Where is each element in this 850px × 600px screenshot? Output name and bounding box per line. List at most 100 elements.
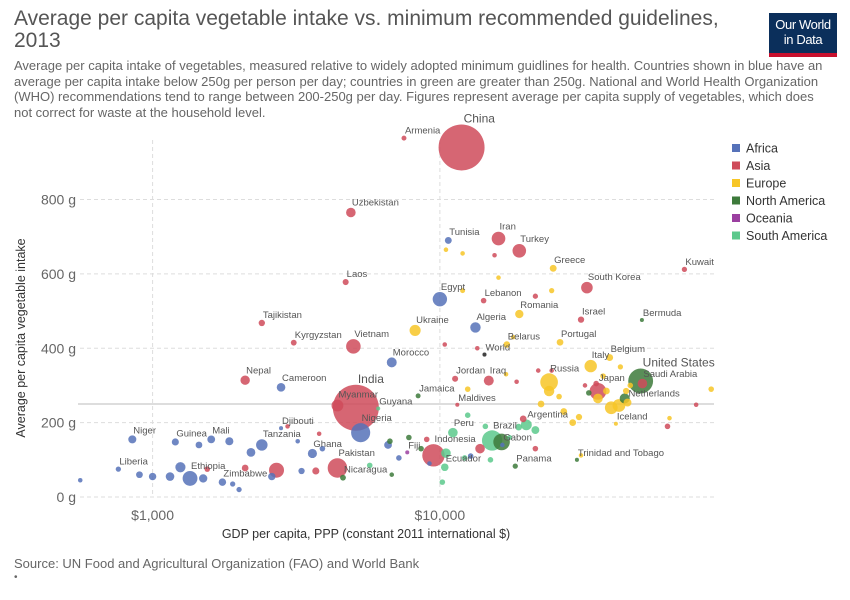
point-unlabeled-78 (604, 401, 618, 415)
point-unlabeled-65 (204, 466, 211, 472)
point-label: Kuwait (685, 257, 714, 268)
point-laos (342, 279, 349, 286)
point-label: Kyrgyzstan (295, 330, 342, 341)
y-tick-label: 800 g (41, 192, 76, 208)
point-label: Pakistan (338, 448, 374, 459)
point-cameroon (276, 382, 286, 392)
point-label: Turkey (520, 234, 549, 245)
chart-title: Average per capita vegetable intake vs. … (14, 7, 719, 52)
point-kyrgyzstan (290, 339, 297, 346)
point-unlabeled-96 (464, 386, 471, 392)
point-unlabeled-99 (549, 287, 555, 294)
point-unlabeled-103 (492, 253, 497, 258)
y-tick-label: 200 g (41, 415, 76, 431)
point-unlabeled-93 (549, 368, 554, 373)
point-tunisia (444, 236, 452, 244)
point-label: Cameroon (282, 373, 326, 384)
point-label: Greece (554, 255, 585, 266)
legend-swatch (732, 144, 740, 152)
point-unlabeled-84 (560, 408, 568, 415)
point-unlabeled-64 (312, 467, 320, 475)
point-label: Israel (582, 306, 605, 317)
point-lebanon (480, 297, 487, 304)
point-unlabeled-140 (285, 424, 290, 429)
point-uzbekistan (346, 207, 356, 218)
point-unlabeled-107 (496, 275, 501, 280)
point-label: Fiji (408, 440, 420, 451)
point-unlabeled-69 (531, 426, 540, 435)
legend-item[interactable]: North America (746, 194, 825, 208)
chart-subtitle: Average per capita intake of vegetables,… (14, 58, 823, 120)
point-panama (512, 463, 518, 469)
point-label: Nepal (246, 366, 271, 377)
point-label: South Korea (588, 272, 642, 283)
point-morocco (386, 357, 397, 368)
legend-swatch (732, 231, 740, 240)
point-unlabeled-121 (295, 438, 300, 444)
point-japan (589, 383, 607, 400)
point-unlabeled-82 (543, 385, 555, 397)
point-unlabeled-141 (316, 431, 322, 437)
point-tajikistan (258, 319, 265, 327)
point-unlabeled-137 (389, 472, 395, 477)
legend-swatch (732, 214, 740, 222)
point-romania (515, 309, 524, 319)
point-peru (448, 427, 458, 438)
point-unlabeled-104 (475, 345, 480, 351)
point-guinea (171, 438, 179, 446)
logo-line-1: Our World (775, 17, 831, 32)
point-unlabeled-142 (578, 453, 584, 458)
point-label: Saudi Arabia (643, 369, 698, 380)
point-label: Bermuda (643, 308, 682, 319)
point-label: Tajikistan (263, 310, 302, 321)
point-iraq (483, 375, 494, 386)
point-unlabeled-119 (195, 441, 203, 449)
point-label: Iran (500, 222, 516, 233)
x-axis-label: GDP per capita, PPP (constant 2011 inter… (222, 527, 510, 541)
point-unlabeled-80 (600, 373, 606, 379)
point-niger (128, 435, 137, 444)
point-unlabeled-98 (532, 293, 539, 299)
point-unlabeled-66 (441, 448, 451, 458)
point-unlabeled-63 (241, 464, 249, 472)
point-ethiopia (182, 470, 198, 486)
point-world (482, 352, 487, 357)
point-unlabeled-139 (423, 436, 430, 443)
point-unlabeled-114 (268, 472, 276, 481)
point-unlabeled-67 (475, 443, 485, 454)
legend-item[interactable]: South America (746, 229, 827, 243)
point-unlabeled-129 (366, 462, 373, 469)
point-label: World (485, 343, 510, 354)
owid-logo[interactable]: Our World in Data (769, 13, 837, 57)
point-kuwait (681, 266, 688, 273)
point-unlabeled-135 (507, 435, 513, 440)
legend[interactable]: Africa Asia Europe North America Oceania Sout… (732, 142, 827, 244)
point-iceland (613, 421, 618, 426)
legend-swatch (732, 161, 740, 170)
point-armenia (401, 135, 407, 141)
y-tick-label: 0 g (57, 489, 76, 505)
point-label: Gabon (503, 433, 532, 444)
point-unlabeled-71 (519, 415, 527, 423)
point-belarus (503, 341, 511, 348)
legend-item[interactable]: Asia (746, 159, 770, 173)
point-mali (207, 435, 216, 444)
legend-swatch (732, 179, 740, 187)
point-label: Japan (599, 373, 625, 384)
point-portugal (556, 338, 564, 346)
point-guyana (376, 406, 381, 411)
legend-item[interactable]: Africa (746, 142, 778, 156)
legend-item[interactable]: Europe (746, 177, 786, 191)
x-axis-ticks: $1,000 $10,000 (131, 507, 465, 523)
point-unlabeled-130 (418, 445, 424, 452)
point-label: Russia (550, 363, 580, 374)
point-india (332, 384, 379, 431)
point-unlabeled-87 (708, 386, 714, 392)
point-unlabeled-105 (510, 334, 516, 340)
point-label: Mali (212, 425, 229, 436)
point-label: Djibouti (282, 416, 314, 427)
legend-item[interactable]: Oceania (746, 212, 793, 226)
point-label: Armenia (405, 126, 441, 137)
point-label: Niger (133, 425, 156, 436)
